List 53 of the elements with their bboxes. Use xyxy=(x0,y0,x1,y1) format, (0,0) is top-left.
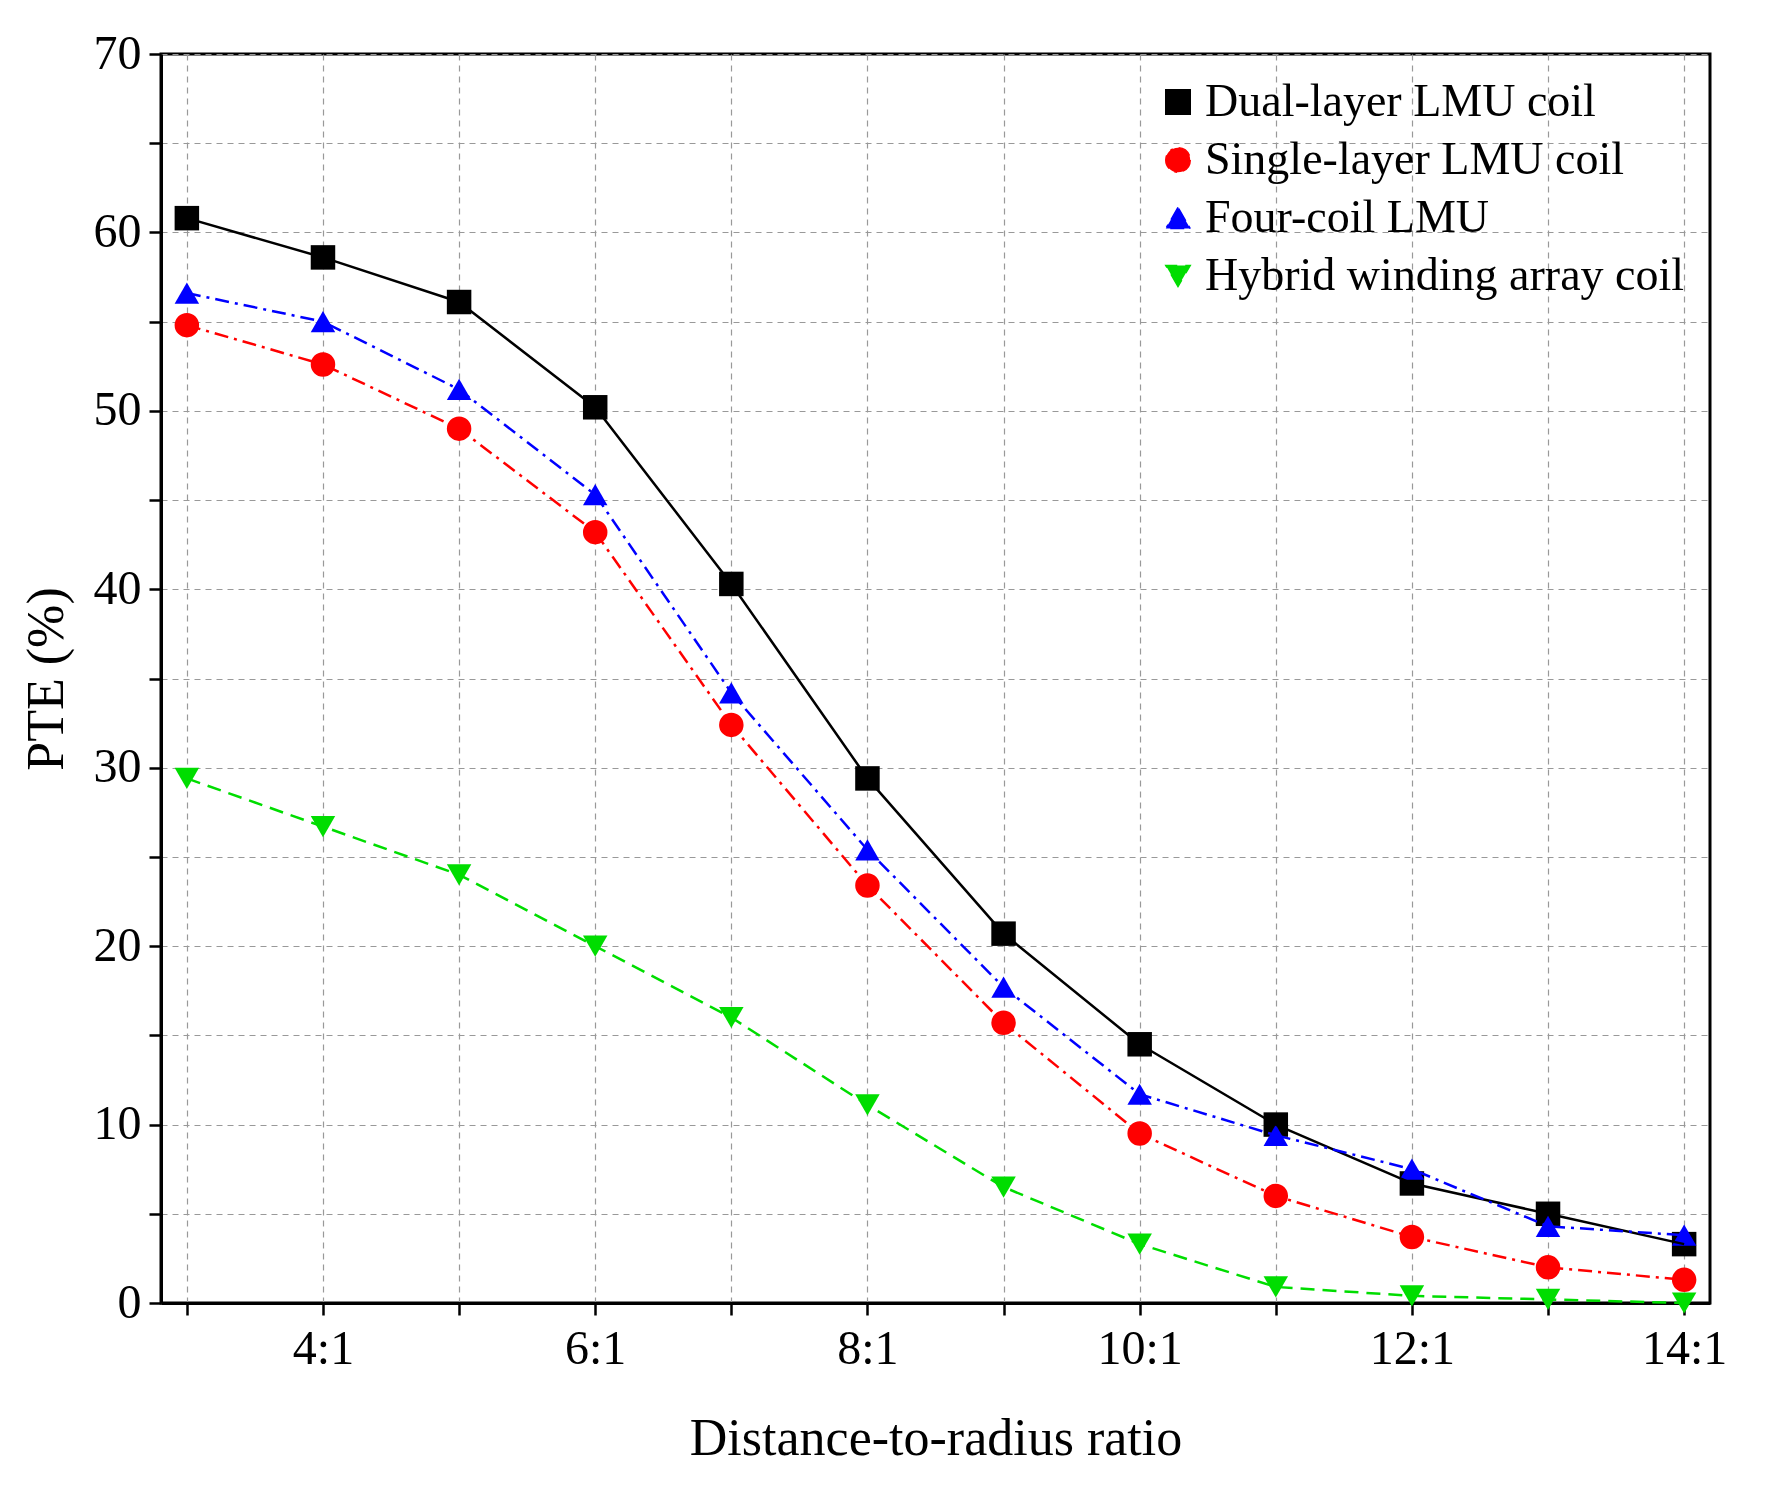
point xyxy=(174,312,200,338)
point xyxy=(1535,1255,1561,1280)
point xyxy=(1399,1158,1425,1180)
y-tick-label: 0 xyxy=(117,1274,142,1328)
y-tick-label: 40 xyxy=(93,560,142,614)
y-tick-label: 70 xyxy=(93,25,142,79)
point xyxy=(1263,1183,1289,1209)
point xyxy=(1127,1032,1152,1057)
point xyxy=(446,416,472,441)
point xyxy=(855,873,880,898)
point xyxy=(855,1094,880,1116)
point xyxy=(1671,1292,1697,1314)
legend-label: Four-coil LMU xyxy=(1205,191,1489,242)
point xyxy=(719,1006,744,1029)
x-axis-title: Distance-to-radius ratio xyxy=(689,1408,1183,1466)
point xyxy=(991,921,1016,946)
point xyxy=(855,766,880,791)
point xyxy=(1399,1224,1425,1250)
x-tick-label: 14:1 xyxy=(1641,1320,1728,1374)
legend-label: Hybrid winding array coil xyxy=(1205,249,1685,300)
point xyxy=(310,815,336,838)
point xyxy=(174,767,200,790)
x-tick-label: 12:1 xyxy=(1369,1320,1456,1374)
y-tick-label: 10 xyxy=(93,1096,142,1150)
x-tick-label: 8:1 xyxy=(837,1320,899,1374)
point xyxy=(310,352,336,377)
point xyxy=(1127,1083,1152,1105)
point xyxy=(1127,1121,1152,1146)
point xyxy=(991,1176,1016,1198)
x-tick-label: 4:1 xyxy=(292,1320,355,1374)
point xyxy=(1399,1285,1425,1307)
legend-label: Dual-layer LMU coil xyxy=(1205,75,1596,126)
point xyxy=(174,282,200,304)
point xyxy=(1671,1224,1697,1246)
point xyxy=(174,205,200,231)
point xyxy=(1535,1215,1561,1237)
point xyxy=(310,245,336,270)
x-tick-label: 10:1 xyxy=(1097,1320,1183,1374)
legend-label: Single-layer LMU coil xyxy=(1205,133,1625,184)
y-tick-label: 60 xyxy=(93,203,142,257)
point xyxy=(719,712,744,738)
point xyxy=(991,1010,1016,1036)
y-tick-label: 50 xyxy=(93,382,142,436)
x-tick-label: 6:1 xyxy=(565,1320,627,1374)
point xyxy=(582,519,608,545)
y-axis-title: PTE (%) xyxy=(16,587,75,771)
point xyxy=(310,311,336,333)
y-tick-label: 30 xyxy=(93,739,142,793)
point xyxy=(1263,1124,1289,1146)
point xyxy=(1263,1276,1289,1298)
point xyxy=(446,864,472,886)
point xyxy=(1671,1267,1697,1293)
y-tick-label: 20 xyxy=(93,917,142,971)
